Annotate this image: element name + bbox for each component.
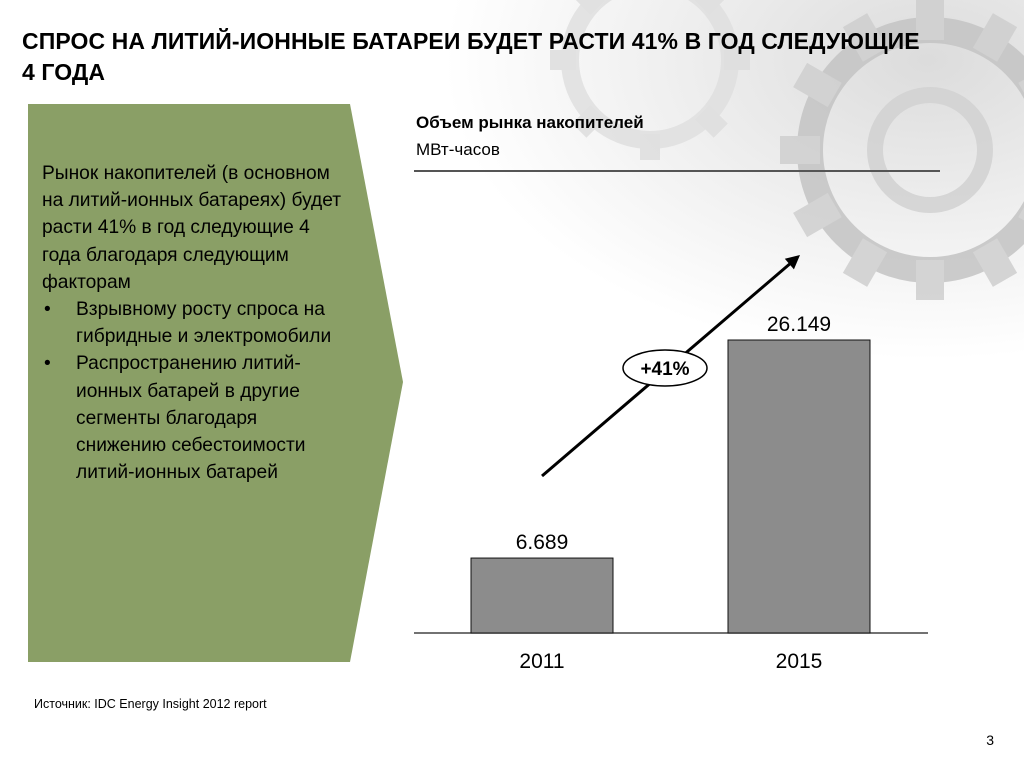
factor-item: • Взрывному росту спроса на гибридные и э… [42,296,352,350]
growth-arrow-head [784,255,800,270]
bullet-icon: • [44,353,51,375]
x-tick-label: 2011 [519,650,564,673]
x-tick-label: 2015 [776,650,823,673]
growth-label: +41% [640,359,689,380]
bar-value-label: 6.689 [516,531,569,554]
slide-title: СПРОС НА ЛИТИЙ-ИОННЫЕ БАТАРЕИ БУДЕТ РАСТ… [22,28,920,85]
chart-title: Объем рынка накопителей [416,113,644,132]
source-note: Источник: IDC Energy Insight 2012 report [34,697,267,711]
factor-item: • Распространению литий-ионных батарей в … [42,350,352,486]
panel-text: Рынок накопителей (в основном на литий-и… [42,160,352,486]
chart-unit-label: МВт-часов [416,140,500,159]
bar-2015 [727,339,871,634]
factor-list: • Взрывному росту спроса на гибридные и э… [42,296,352,486]
green-arrow-shape [28,104,403,662]
growth-badge [622,349,708,387]
page-number: 3 [986,732,994,748]
bar-value-label: 26.149 [767,313,831,336]
panel-intro: Рынок накопителей (в основном на литий-и… [42,163,342,293]
chart-header-divider [414,170,940,172]
bar-2011 [470,557,614,634]
bullet-icon: • [44,299,51,321]
factor-text: Взрывному росту спроса на гибридные и эл… [76,299,332,348]
factor-text: Распространению литий-ионных батарей в д… [76,353,306,484]
green-arrow-panel [28,104,403,662]
